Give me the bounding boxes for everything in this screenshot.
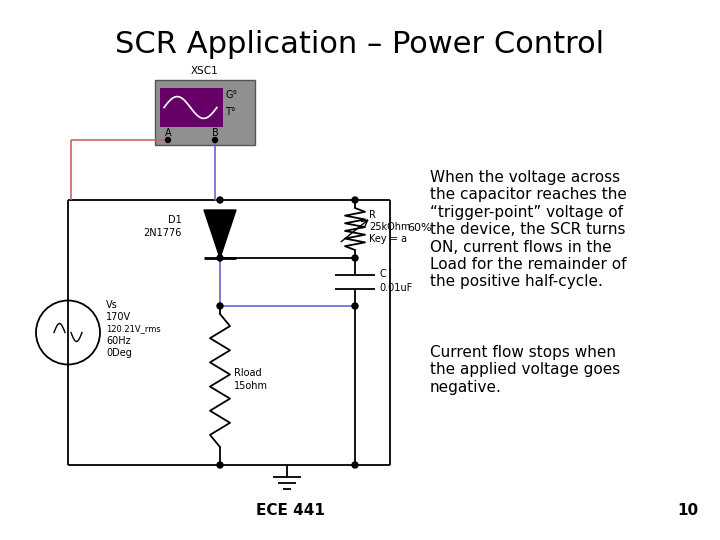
Text: Vs: Vs bbox=[106, 300, 118, 309]
Circle shape bbox=[217, 303, 223, 309]
Text: 120.21V_rms: 120.21V_rms bbox=[106, 324, 161, 333]
Text: B: B bbox=[212, 128, 218, 138]
Circle shape bbox=[217, 197, 223, 203]
Text: 170V: 170V bbox=[106, 312, 131, 321]
Text: A: A bbox=[165, 128, 171, 138]
Text: R: R bbox=[369, 210, 376, 220]
Text: XSC1: XSC1 bbox=[191, 66, 219, 76]
Text: G°: G° bbox=[225, 90, 238, 100]
Polygon shape bbox=[204, 210, 236, 258]
Text: SCR Application – Power Control: SCR Application – Power Control bbox=[115, 30, 605, 59]
Text: T°: T° bbox=[225, 107, 235, 117]
Circle shape bbox=[352, 255, 358, 261]
Text: 60Hz: 60Hz bbox=[106, 335, 130, 346]
Text: Key = a: Key = a bbox=[369, 234, 407, 244]
Text: 2N1776: 2N1776 bbox=[143, 228, 182, 238]
Text: 0.01uF: 0.01uF bbox=[379, 283, 413, 293]
Text: C: C bbox=[379, 269, 386, 279]
FancyBboxPatch shape bbox=[155, 80, 255, 145]
Circle shape bbox=[217, 255, 223, 261]
Circle shape bbox=[212, 138, 217, 143]
Circle shape bbox=[217, 462, 223, 468]
Text: 25kOhm: 25kOhm bbox=[369, 222, 410, 232]
Text: 15ohm: 15ohm bbox=[234, 381, 268, 391]
FancyBboxPatch shape bbox=[160, 88, 223, 127]
Text: 10: 10 bbox=[677, 503, 698, 518]
Text: 0Deg: 0Deg bbox=[106, 348, 132, 357]
Text: 60%: 60% bbox=[407, 223, 431, 233]
Text: Rload: Rload bbox=[234, 368, 261, 378]
Circle shape bbox=[352, 462, 358, 468]
Text: When the voltage across
the capacitor reaches the
“trigger-point” voltage of
the: When the voltage across the capacitor re… bbox=[430, 170, 627, 289]
Text: ECE 441: ECE 441 bbox=[256, 503, 325, 518]
Text: D1: D1 bbox=[168, 215, 182, 225]
Circle shape bbox=[166, 138, 171, 143]
Circle shape bbox=[352, 303, 358, 309]
Text: Current flow stops when
the applied voltage goes
negative.: Current flow stops when the applied volt… bbox=[430, 345, 620, 395]
Circle shape bbox=[352, 197, 358, 203]
